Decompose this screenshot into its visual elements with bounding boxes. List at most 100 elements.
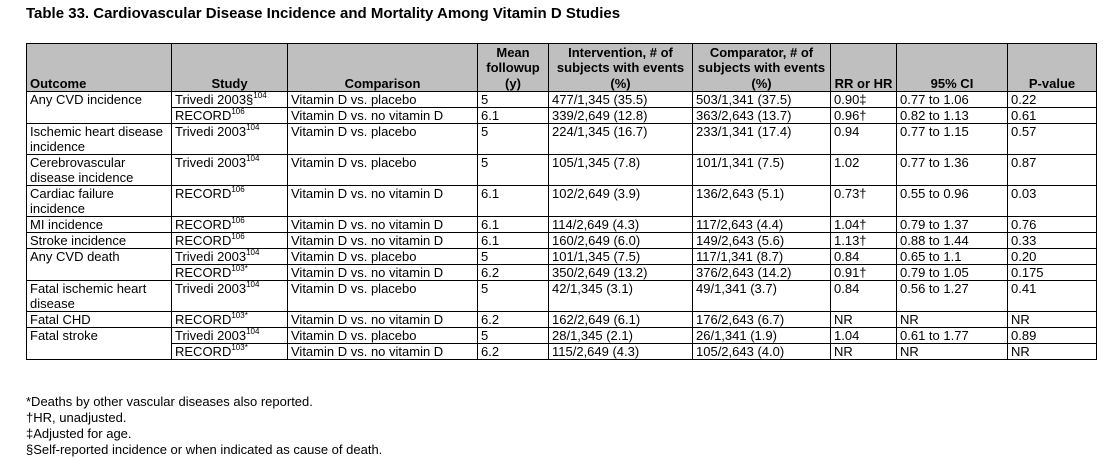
- rr-cell: 0.90‡: [830, 91, 897, 108]
- comparator-cell: 117/1,341 (8.7): [692, 248, 831, 265]
- study-cell: RECORD103*: [171, 343, 288, 360]
- outcome-cell: Any CVD incidence: [26, 91, 172, 108]
- study-cell: RECORD103*: [171, 264, 288, 281]
- intervention-cell: 28/1,345 (2.1): [548, 327, 693, 344]
- footnote: §Self-reported incidence or when indicat…: [26, 442, 383, 457]
- study-cell: Trivedi 2003104: [171, 248, 288, 265]
- rr-cell: 1.04†: [830, 216, 897, 233]
- intervention-cell: 115/2,649 (4.3): [548, 343, 693, 360]
- p-cell: 0.20: [1007, 248, 1097, 265]
- comparison-cell: Vitamin D vs. no vitamin D: [287, 107, 478, 124]
- study-name: RECORD: [175, 217, 232, 232]
- study-name: Trivedi 2003: [175, 155, 247, 171]
- ci-cell: 0.79 to 1.37: [896, 216, 1008, 233]
- study-name: Trivedi 2003: [175, 124, 247, 140]
- p-cell: NR: [1007, 343, 1097, 360]
- p-cell: 0.89: [1007, 327, 1097, 344]
- comparison-cell: Vitamin D vs. placebo: [287, 91, 478, 108]
- table-title: Table 33. Cardiovascular Disease Inciden…: [26, 5, 621, 22]
- p-cell: NR: [1007, 311, 1097, 328]
- reference-superscript: 104: [246, 280, 260, 289]
- ci-cell: NR: [896, 311, 1008, 328]
- study-cell: RECORD106: [171, 107, 288, 124]
- ci-cell: 0.65 to 1.1: [896, 248, 1008, 265]
- footnote: †HR, unadjusted.: [26, 410, 127, 425]
- comparison-cell: Vitamin D vs. no vitamin D: [287, 264, 478, 281]
- study-cell: Trivedi 2003104: [171, 280, 288, 312]
- reference-superscript: 106: [231, 107, 245, 116]
- intervention-cell: 224/1,345 (16.7): [548, 123, 693, 155]
- rr-cell: 0.94: [830, 123, 897, 155]
- intervention-cell: 102/2,649 (3.9): [548, 185, 693, 217]
- study-name: RECORD: [175, 233, 232, 248]
- comparison-cell: Vitamin D vs. no vitamin D: [287, 185, 478, 217]
- reference-superscript: 104: [246, 327, 260, 336]
- study-cell: RECORD106: [171, 185, 288, 217]
- comparator-cell: 117/2,643 (4.4): [692, 216, 831, 233]
- header-cell: Outcome: [26, 43, 172, 92]
- rr-cell: 0.84: [830, 248, 897, 265]
- comparator-cell: 101/1,341 (7.5): [692, 154, 831, 186]
- followup-cell: 5: [477, 248, 549, 265]
- table-row: Cardiac failure incidence RECORD106 Vitami…: [26, 185, 1097, 217]
- reference-superscript: 104: [246, 248, 260, 257]
- reference-superscript: 106: [231, 232, 245, 241]
- table-row: Fatal CHD RECORD103* Vitamin D vs. no vita…: [26, 311, 1097, 328]
- comparator-cell: 136/2,643 (5.1): [692, 185, 831, 217]
- footnotes: *Deaths by other vascular diseases also …: [26, 394, 382, 458]
- followup-cell: 6.2: [477, 264, 549, 281]
- table-row: MI incidence RECORD106 Vitamin D vs. no vi…: [26, 216, 1097, 233]
- rr-cell: 0.91†: [830, 264, 897, 281]
- comparison-cell: Vitamin D vs. placebo: [287, 327, 478, 344]
- p-cell: 0.175: [1007, 264, 1097, 281]
- rr-cell: 0.96†: [830, 107, 897, 124]
- followup-cell: 5: [477, 154, 549, 186]
- outcome-cell: [26, 343, 172, 360]
- ci-cell: 0.61 to 1.77: [896, 327, 1008, 344]
- study-cell: RECORD106: [171, 232, 288, 249]
- table-row: Any CVD incidence Trivedi 2003§104 Vitamin…: [26, 91, 1097, 108]
- rr-cell: NR: [830, 343, 897, 360]
- study-cell: RECORD103*: [171, 311, 288, 328]
- table-row: Ischemic heart disease incidence Trivedi …: [26, 123, 1097, 155]
- header-cell: Intervention, # of subjects with events …: [548, 43, 693, 92]
- intervention-cell: 42/1,345 (3.1): [548, 280, 693, 312]
- p-cell: 0.33: [1007, 232, 1097, 249]
- ci-cell: NR: [896, 343, 1008, 360]
- rr-cell: 0.84: [830, 280, 897, 312]
- outcome-cell: Fatal stroke: [26, 327, 172, 344]
- comparison-cell: Vitamin D vs. no vitamin D: [287, 311, 478, 328]
- intervention-cell: 101/1,345 (7.5): [548, 248, 693, 265]
- study-cell: Trivedi 2003104: [171, 327, 288, 344]
- intervention-cell: 477/1,345 (35.5): [548, 91, 693, 108]
- comparison-cell: Vitamin D vs. no vitamin D: [287, 343, 478, 360]
- study-name: Trivedi 2003§: [175, 92, 254, 107]
- outcome-cell: Stroke incidence: [26, 232, 172, 249]
- header-cell: Mean followup (y): [477, 43, 549, 92]
- followup-cell: 6.1: [477, 107, 549, 124]
- study-name: Trivedi 2003: [175, 328, 247, 343]
- outcome-cell: Cerebrovascular disease incidence: [26, 154, 172, 186]
- ci-cell: 0.77 to 1.15: [896, 123, 1008, 155]
- header-cell: 95% CI: [896, 43, 1008, 92]
- outcome-cell: Cardiac failure incidence: [26, 185, 172, 217]
- study-cell: RECORD106: [171, 216, 288, 233]
- rr-cell: 0.73†: [830, 185, 897, 217]
- comparison-cell: Vitamin D vs. no vitamin D: [287, 232, 478, 249]
- intervention-cell: 160/2,649 (6.0): [548, 232, 693, 249]
- table-body: Any CVD incidence Trivedi 2003§104 Vitamin…: [26, 91, 1097, 360]
- reference-superscript: 103*: [231, 343, 248, 352]
- p-cell: 0.03: [1007, 185, 1097, 217]
- table-row: Fatal stroke Trivedi 2003104 Vitamin D vs.…: [26, 327, 1097, 344]
- table-row: Any CVD death Trivedi 2003104 Vitamin D vs…: [26, 248, 1097, 265]
- followup-cell: 5: [477, 280, 549, 312]
- p-cell: 0.57: [1007, 123, 1097, 155]
- comparator-cell: 26/1,341 (1.9): [692, 327, 831, 344]
- comparator-cell: 49/1,341 (3.7): [692, 280, 831, 312]
- comparator-cell: 176/2,643 (6.7): [692, 311, 831, 328]
- table-row: RECORD106 Vitamin D vs. no vitamin D 6.1 33…: [26, 107, 1097, 124]
- table-row: RECORD103* Vitamin D vs. no vitamin D 6.2 3…: [26, 264, 1097, 281]
- outcome-cell: [26, 107, 172, 124]
- reference-superscript: 104: [253, 91, 267, 100]
- outcome-cell: Fatal CHD: [26, 311, 172, 328]
